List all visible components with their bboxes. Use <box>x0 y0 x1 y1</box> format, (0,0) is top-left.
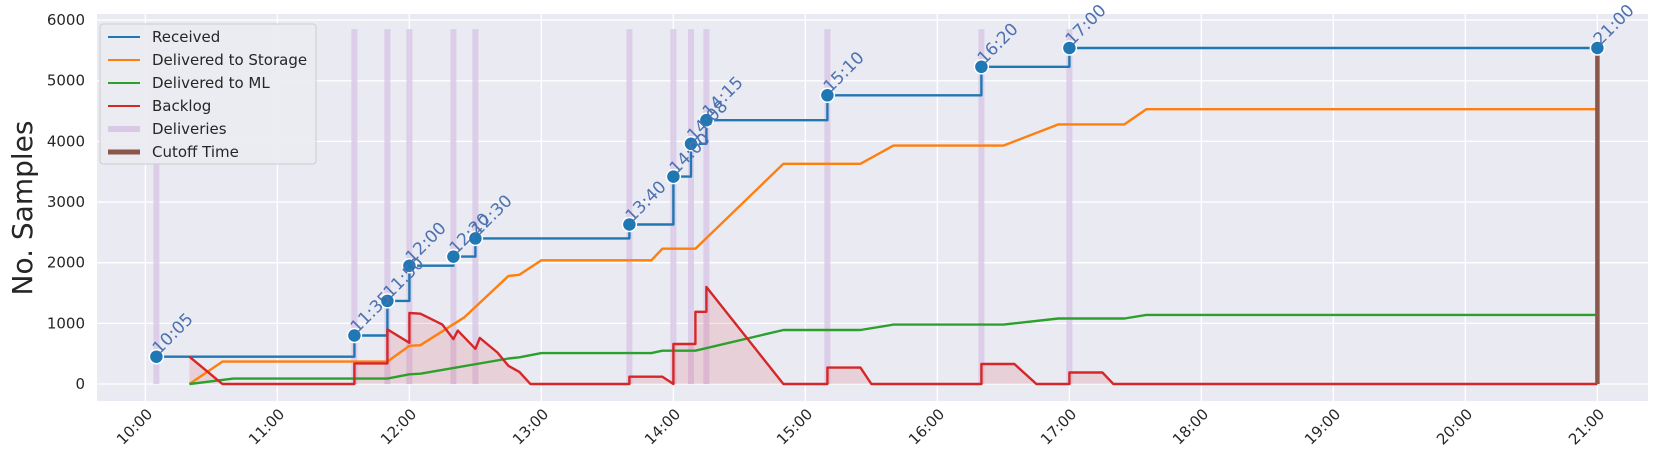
delivery-band <box>450 29 457 385</box>
x-tick-label: 18:00 <box>1169 405 1212 448</box>
x-tick-label: 15:00 <box>773 405 816 448</box>
plot-background <box>97 14 1648 401</box>
y-tick-label: 3000 <box>47 193 85 211</box>
delivery-band <box>1066 29 1073 385</box>
x-tick-label: 11:00 <box>245 405 288 448</box>
delivery-band <box>978 29 985 385</box>
legend-label: Cutoff Time <box>152 143 239 161</box>
delivery-marker <box>379 293 396 309</box>
delivery-markers <box>148 40 1606 365</box>
legend-box <box>99 23 317 165</box>
delivery-marker <box>445 248 462 265</box>
y-tick-label: 1000 <box>47 314 85 332</box>
delivery-band <box>472 29 479 385</box>
legend-label: Delivered to Storage <box>152 51 307 69</box>
y-tick-label: 6000 <box>47 11 85 29</box>
y-tick-label: 5000 <box>47 72 85 90</box>
y-tick-label: 4000 <box>47 132 85 150</box>
legend: Received Delivered to Storage Delivered to… <box>99 23 317 165</box>
delivery-band <box>406 29 413 385</box>
legend-label: Received <box>152 28 220 46</box>
x-tick-label: 21:00 <box>1565 405 1608 448</box>
x-tick-label: 16:00 <box>905 405 948 448</box>
delivery-band <box>688 29 694 385</box>
delivery-marker <box>346 327 363 344</box>
x-tick-label: 12:00 <box>377 405 420 448</box>
delivery-band <box>351 29 358 385</box>
series-line-delivered-to-storage <box>188 108 1598 385</box>
legend-label: Delivered to ML <box>152 74 270 92</box>
delivery-marker <box>1589 40 1606 56</box>
y-axis-label: No. Samples <box>6 121 39 296</box>
x-axis: 10:00 11:00 12:00 13:00 14:00 15:00 16:00 17:00… <box>113 405 1608 448</box>
x-tick-label: 13:00 <box>509 405 552 448</box>
delivery-band <box>384 29 391 385</box>
x-tick-label: 10:00 <box>113 405 156 448</box>
y-tick-label: 0 <box>75 375 85 393</box>
series-line-delivered-to-ml <box>189 313 1598 386</box>
delivery-marker <box>148 348 165 365</box>
delivery-band <box>703 29 710 385</box>
x-tick-label: 14:00 <box>641 405 684 448</box>
legend-label: Deliveries <box>152 120 227 138</box>
delivery-marker <box>973 59 990 75</box>
delivery-marker <box>401 257 418 274</box>
x-tick-label: 20:00 <box>1433 405 1476 448</box>
y-axis: 0 1000 2000 3000 4000 5000 6000 <box>47 11 85 393</box>
delivery-band <box>153 29 160 385</box>
delivery-marker <box>683 136 699 152</box>
x-tick-label: 17:00 <box>1037 405 1080 448</box>
delivery-marker <box>665 168 682 185</box>
legend-label: Backlog <box>152 97 211 115</box>
delivery-band <box>626 29 633 385</box>
x-tick-label: 19:00 <box>1301 405 1344 448</box>
delivery-marker <box>819 87 836 104</box>
series-line-backlog <box>188 285 1598 386</box>
delivery-marker <box>698 112 715 128</box>
delivery-marker <box>467 230 484 247</box>
delivery-marker <box>621 216 638 233</box>
delivery-band <box>824 29 831 385</box>
delivery-marker <box>1061 40 1078 56</box>
y-tick-label: 2000 <box>47 254 85 272</box>
